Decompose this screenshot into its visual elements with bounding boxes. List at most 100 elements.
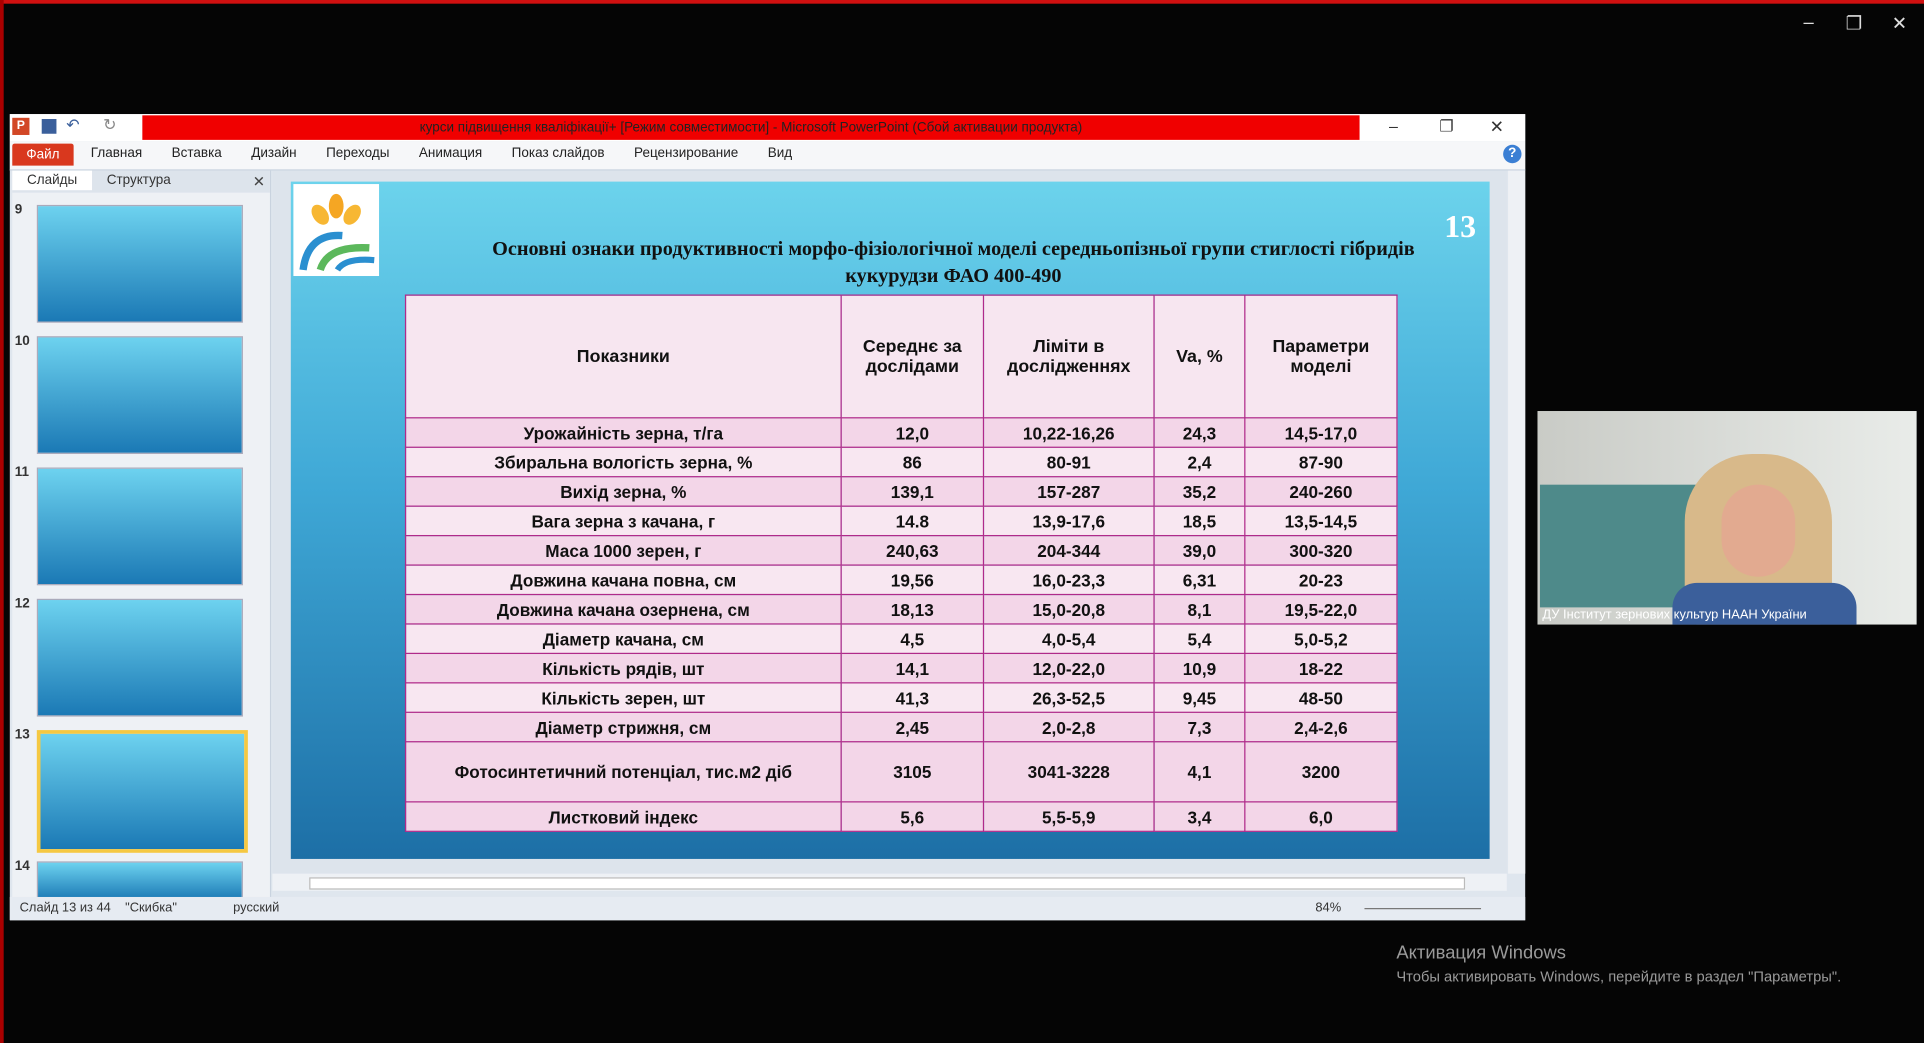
header-row: Показники Середнє за дослідами Ліміти в до… xyxy=(404,294,1398,419)
table-cell: 10,22-16,26 xyxy=(982,417,1155,448)
table-cell: 4,5 xyxy=(840,623,985,655)
undo-icon[interactable]: ↶ xyxy=(66,115,80,134)
table-row: Довжина качана повна, см 19,56 16,0-23,3 6,… xyxy=(404,564,1398,596)
ribbon-tab[interactable]: Вставка xyxy=(171,146,222,161)
file-tab[interactable]: Файл xyxy=(12,143,74,166)
table-row: Кількість зерен, шт 41,3 26,3-52,5 9,45 48-5… xyxy=(404,682,1398,713)
table-cell: 15,0-20,8 xyxy=(982,593,1155,625)
status-zoom[interactable]: 84% xyxy=(1315,900,1342,916)
table-row: Фотосинтетичний потенціал, тис.м2 діб 310… xyxy=(404,741,1398,803)
minimize-button[interactable]: – xyxy=(1803,12,1814,34)
table-row: Збиральна вологість зерна, % 86 80-91 2,4 87… xyxy=(404,446,1398,478)
ribbon-tab[interactable]: Анимация xyxy=(418,146,483,161)
ribbon-tab[interactable]: Рецензирование xyxy=(634,146,739,161)
thumbnail-number: 11 xyxy=(14,465,30,480)
table-cell: 3105 xyxy=(840,741,985,803)
header-cell: Середнє за дослідами xyxy=(840,294,985,419)
scroll-thumb[interactable] xyxy=(309,877,1466,890)
table-cell: Кількість рядів, шт xyxy=(404,652,842,684)
table-row: Урожайність зерна, т/га 12,0 10,22-16,26 24… xyxy=(404,417,1398,448)
table-cell: 9,45 xyxy=(1153,682,1246,713)
restore-button[interactable]: ❐ xyxy=(1439,116,1454,135)
person-face xyxy=(1721,484,1796,577)
table-row: Маса 1000 зерен, г 240,63 204-344 39,0 300-3… xyxy=(404,534,1398,566)
table-cell: 300-320 xyxy=(1244,534,1398,566)
data-table: Показники Середнє за дослідами Ліміти в до… xyxy=(404,294,1398,832)
table-cell: Вихід зерна, % xyxy=(404,476,842,507)
table-cell: 13,9-17,6 xyxy=(982,505,1155,537)
table-cell: Урожайність зерна, т/га xyxy=(404,417,842,448)
minimize-button[interactable]: – xyxy=(1389,116,1398,135)
table-cell: 26,3-52,5 xyxy=(982,682,1155,713)
table-row: Кількість рядів, шт 14,1 12,0-22,0 10,9 18-2… xyxy=(404,652,1398,684)
table-cell: 80-91 xyxy=(982,446,1155,478)
border xyxy=(0,0,1924,4)
table-cell: 16,0-23,3 xyxy=(982,564,1155,596)
table-cell: Збиральна вологість зерна, % xyxy=(404,446,842,478)
vertical-scrollbar[interactable] xyxy=(1508,170,1526,874)
status-bar: Слайд 13 из 44 "Скибка" русский 84% xyxy=(9,896,1526,921)
table-cell: 4,0-5,4 xyxy=(982,623,1155,655)
panel-close[interactable]: ✕ xyxy=(252,173,266,191)
border xyxy=(0,0,4,1043)
thumbnail-number: 14 xyxy=(14,858,30,874)
table-cell: Фотосинтетичний потенціал, тис.м2 діб xyxy=(404,741,842,803)
table-cell: 2,4 xyxy=(1153,446,1246,478)
app-icon: P xyxy=(12,117,30,135)
ribbon-tabs: Главная Вставка Дизайн Переходы Анимация Пока… xyxy=(91,146,822,161)
redo-icon[interactable]: ↻ xyxy=(103,115,117,134)
slide-number: 13 xyxy=(1444,208,1477,245)
table-cell: 48-50 xyxy=(1244,682,1398,713)
panel-tab[interactable]: Слайды xyxy=(12,170,92,191)
close-button[interactable]: ✕ xyxy=(1891,13,1908,35)
save-icon[interactable] xyxy=(41,119,57,134)
slide-thumbnail[interactable] xyxy=(36,598,243,717)
table-cell: 18,13 xyxy=(840,593,985,625)
table-cell: Довжина качана озернена, см xyxy=(404,593,842,625)
header-cell: Показники xyxy=(404,294,842,419)
slide-thumbnail[interactable] xyxy=(36,467,243,586)
panel-tab[interactable]: Структура xyxy=(106,173,171,188)
close-button[interactable]: ✕ xyxy=(1489,116,1505,137)
slide-thumbnail[interactable] xyxy=(36,336,243,455)
table-cell: 14,1 xyxy=(840,652,985,684)
slide-thumbnail[interactable] xyxy=(36,730,248,853)
table-cell: 5,6 xyxy=(840,801,985,832)
table-cell: Діаметр стрижня, см xyxy=(404,711,842,743)
ribbon-tab[interactable]: Вид xyxy=(767,146,793,161)
table-cell: 24,3 xyxy=(1153,417,1246,448)
table-cell: 6,31 xyxy=(1153,564,1246,596)
ribbon-tab[interactable]: Дизайн xyxy=(251,146,297,161)
zoom-slider[interactable] xyxy=(1364,908,1482,910)
table-cell: 204-344 xyxy=(982,534,1155,566)
title-bar: P ↶ ↻ курси підвищення кваліфікації+ [Ре… xyxy=(9,114,1526,142)
table-cell: 87-90 xyxy=(1244,446,1398,478)
table-cell: 12,0 xyxy=(840,417,985,448)
window-title: курси підвищення кваліфікації+ [Режим со… xyxy=(142,115,1360,140)
table-cell: 2,4-2,6 xyxy=(1244,711,1398,743)
slide-thumbnail[interactable] xyxy=(36,861,243,901)
status-theme: "Скибка" xyxy=(125,900,177,916)
table-cell: 39,0 xyxy=(1153,534,1246,566)
table-cell: 12,0-22,0 xyxy=(982,652,1155,684)
ribbon-tab[interactable]: Переходы xyxy=(326,146,390,161)
table-cell: Вага зерна з качана, г xyxy=(404,505,842,537)
table-cell: 14.8 xyxy=(840,505,985,537)
header-cell: Ліміти в дослідженнях xyxy=(982,294,1155,419)
ribbon-tab[interactable]: Показ слайдов xyxy=(511,146,605,161)
table-cell: 19,56 xyxy=(840,564,985,596)
table-row: Вага зерна з качана, г 14.8 13,9-17,6 18,5 1… xyxy=(404,505,1398,537)
help-icon[interactable]: ? xyxy=(1503,144,1522,164)
header-cell: Параметри моделі xyxy=(1244,294,1398,419)
table-row: Діаметр качана, см 4,5 4,0-5,4 5,4 5,0-5,2 xyxy=(404,623,1398,655)
table-cell: 240-260 xyxy=(1244,476,1398,507)
table-cell: 5,4 xyxy=(1153,623,1246,655)
ribbon-tab[interactable]: Главная xyxy=(90,146,143,161)
table-row: Листковий індекс 5,6 5,5-5,9 3,4 6,0 xyxy=(404,801,1398,832)
restore-button[interactable]: ❐ xyxy=(1845,13,1863,35)
title-line: Основні ознаки продуктивності морфо-фізі… xyxy=(492,236,1415,261)
horizontal-scrollbar[interactable] xyxy=(272,873,1507,891)
slide-thumbnail[interactable] xyxy=(36,204,243,323)
